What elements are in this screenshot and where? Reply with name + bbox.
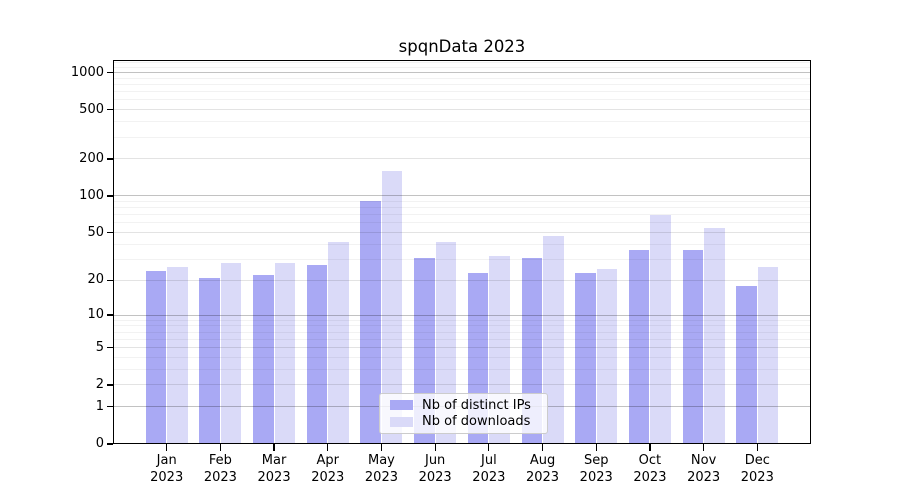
x-tick-label: Apr 2023: [311, 453, 345, 485]
bar-downloads: [274, 262, 296, 444]
y-tick-label: 200: [79, 150, 104, 166]
plot-area: Nb of distinct IPs Nb of downloads: [113, 60, 811, 444]
legend-item-downloads: Nb of downloads: [388, 414, 539, 429]
x-tick-mark: [595, 444, 597, 451]
bar-downloads: [596, 268, 618, 444]
y-tick-mark: [106, 314, 113, 316]
y-tick-label: 50: [87, 224, 104, 240]
x-tick-label: Jan 2023: [150, 453, 184, 485]
bar-downloads: [381, 170, 403, 444]
y-tick-mark: [106, 109, 113, 111]
bar-distinct-ips: [575, 273, 596, 444]
y-tick-mark: [106, 384, 113, 386]
bar-distinct-ips: [145, 270, 167, 444]
axis-spine-top: [113, 60, 811, 62]
x-tick-label: Aug 2023: [525, 453, 560, 485]
y-tick-mark: [106, 279, 113, 281]
bar-downloads: [167, 266, 188, 444]
y-tick-label: 1000: [70, 64, 104, 80]
x-tick-mark: [380, 444, 383, 451]
bar-distinct-ips: [628, 249, 650, 444]
x-tick-mark: [541, 444, 544, 451]
x-tick-label: Feb 2023: [203, 453, 237, 485]
x-tick-mark: [273, 444, 275, 451]
y-tick-mark: [106, 406, 113, 408]
y-tick-mark: [106, 231, 113, 234]
axis-spine-bottom: [113, 442, 811, 444]
x-tick-mark: [756, 444, 758, 451]
bar-distinct-ips: [253, 275, 274, 444]
legend-item-distinct-ips: Nb of distinct IPs: [388, 398, 539, 413]
bar-downloads: [328, 241, 349, 444]
bar-downloads: [543, 235, 564, 444]
y-tick-label: 2: [95, 376, 104, 392]
bar-distinct-ips: [306, 264, 328, 444]
bars-layer: [113, 60, 811, 444]
y-tick-label: 5: [95, 339, 104, 355]
y-tick-label: 20: [87, 272, 104, 288]
y-tick-label: 100: [79, 187, 104, 203]
y-tick-label: 1: [95, 398, 104, 414]
bar-distinct-ips: [199, 277, 220, 444]
legend: Nb of distinct IPs Nb of downloads: [379, 393, 548, 434]
x-tick-mark: [327, 444, 329, 451]
bar-distinct-ips: [360, 200, 381, 444]
x-tick-label: May 2023: [364, 453, 398, 485]
y-tick-label: 500: [79, 101, 104, 117]
x-tick-label: Oct 2023: [633, 453, 667, 485]
legend-swatch-distinct-ips: [390, 400, 413, 411]
x-tick-label: Jul 2023: [472, 453, 506, 485]
y-tick-mark: [106, 71, 113, 74]
bar-downloads: [220, 262, 242, 444]
x-tick-label: Nov 2023: [687, 453, 721, 485]
legend-label-distinct-ips: Nb of distinct IPs: [422, 397, 531, 413]
legend-swatch-downloads: [390, 416, 413, 427]
x-tick-mark: [488, 444, 490, 451]
x-tick-mark: [166, 444, 168, 451]
axis-spine-left: [113, 60, 115, 444]
y-tick-mark: [106, 347, 113, 349]
legend-label-downloads: Nb of downloads: [422, 414, 531, 430]
y-tick-mark: [106, 195, 113, 197]
x-tick-mark: [702, 444, 705, 451]
x-tick-label: Sep 2023: [579, 453, 613, 485]
x-tick-mark: [434, 444, 436, 451]
bar-downloads: [704, 227, 725, 444]
bar-downloads: [757, 266, 779, 444]
bar-downloads: [650, 214, 671, 444]
y-tick-mark: [106, 443, 113, 445]
y-tick-label: 0: [95, 436, 104, 451]
y-tick-label: 10: [87, 307, 104, 323]
bar-distinct-ips: [682, 249, 704, 444]
x-tick-label: Jun 2023: [418, 453, 452, 485]
x-tick-label: Mar 2023: [257, 453, 291, 485]
x-tick-mark: [649, 444, 651, 451]
bar-distinct-ips: [736, 285, 757, 444]
y-tick-mark: [106, 158, 113, 160]
chart-title: spqnData 2023: [398, 37, 526, 56]
x-tick-mark: [219, 444, 222, 451]
axis-spine-right: [809, 60, 811, 444]
x-tick-label: Dec 2023: [740, 453, 774, 485]
